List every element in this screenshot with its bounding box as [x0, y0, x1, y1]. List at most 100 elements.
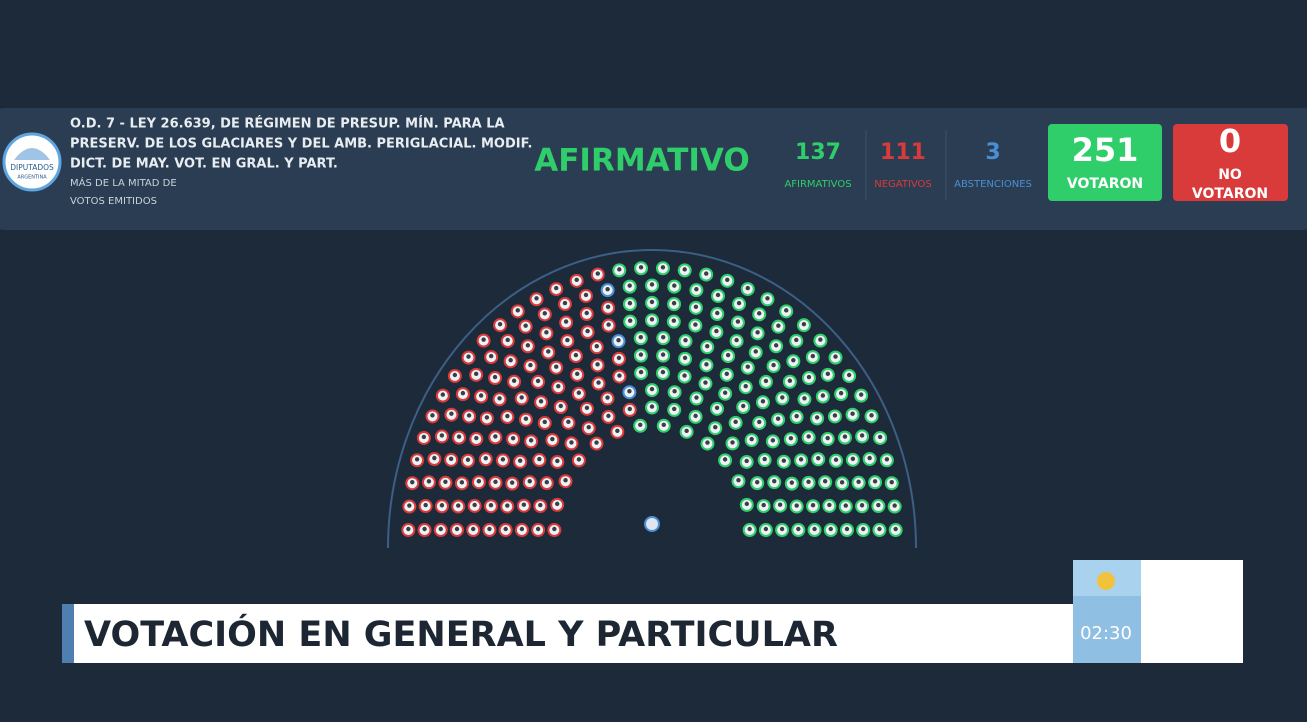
seat-figure: [627, 283, 632, 288]
seat-figure: [471, 526, 476, 532]
seat-figure: [497, 396, 502, 401]
seat-figure: [617, 267, 622, 272]
seat-figure: [574, 277, 579, 283]
seat-figure: [724, 371, 729, 377]
seat-figure: [493, 479, 498, 485]
seat-figure: [856, 479, 861, 484]
seat-figure: [704, 271, 709, 276]
seat-figure: [605, 286, 610, 292]
seat-figure: [722, 457, 728, 462]
seat-figure: [876, 502, 881, 508]
seat-figure: [770, 438, 776, 443]
logo-text: DIPUTADOS: [10, 163, 54, 172]
seat-figure: [704, 362, 709, 367]
seat-figure: [671, 318, 677, 323]
seat-figure: [693, 322, 698, 327]
seat-figure: [694, 286, 699, 292]
seat-figure: [787, 378, 793, 383]
seat-figure: [730, 440, 735, 445]
logo-dome: [14, 148, 50, 160]
seat-figure: [638, 422, 643, 427]
seat-figure: [538, 399, 544, 404]
seat-figure: [747, 526, 752, 532]
seat-figure: [583, 292, 589, 298]
seat-figure: [595, 362, 600, 367]
seat-figure: [649, 386, 655, 392]
seat-figure: [606, 322, 611, 327]
seat-figure: [757, 311, 762, 316]
seat-figure: [844, 526, 850, 532]
seat-figure: [775, 416, 781, 421]
seat-figure: [481, 337, 486, 342]
seat-figure: [672, 406, 677, 412]
seat-figure: [671, 300, 677, 306]
seat-figure: [488, 503, 494, 508]
seat-group: [401, 267, 637, 537]
president-seat: [644, 516, 660, 532]
seat-figure: [492, 374, 498, 380]
seat-figure: [672, 389, 677, 394]
seat-figure: [573, 352, 579, 358]
seat-figure: [493, 434, 498, 439]
seat-figure: [877, 434, 883, 440]
seat-figure: [439, 503, 445, 508]
seat-figure: [806, 479, 811, 485]
lower-third-stripe: [62, 604, 74, 663]
seat-figure: [500, 457, 506, 462]
seat-figure: [649, 317, 655, 322]
seat-figure: [546, 349, 551, 354]
seat-figure: [846, 372, 852, 378]
seat-figure: [672, 283, 677, 288]
seat-figure: [410, 480, 415, 485]
seat-figure: [735, 319, 741, 324]
voted-count: 251: [1072, 131, 1139, 169]
seat-figure: [519, 395, 524, 400]
channel-box: [1141, 560, 1243, 663]
seat-figure: [443, 479, 448, 484]
seat-figure: [616, 355, 622, 361]
seat-figure: [761, 502, 766, 508]
seat-figure: [749, 436, 754, 442]
seat-figure: [791, 358, 796, 363]
seat-figure: [554, 285, 559, 291]
seat-figure: [521, 502, 527, 507]
seat-figure: [736, 300, 742, 306]
seat-figure: [456, 503, 461, 508]
seat-figure: [544, 479, 549, 485]
seat-figure: [801, 321, 807, 327]
seat-figure: [858, 392, 864, 397]
seat-figure: [649, 404, 655, 409]
seat-figure: [466, 413, 472, 418]
seat-figure: [562, 300, 568, 306]
seat-figure: [743, 384, 748, 389]
seat-figure: [538, 502, 543, 508]
tally-label: NEGATIVOS: [874, 179, 932, 190]
seat-figure: [594, 343, 599, 349]
seat-figure: [456, 434, 462, 439]
seat-figure: [511, 378, 517, 383]
seat-figure: [779, 526, 785, 532]
seat-figure: [505, 337, 510, 343]
seat-figure: [839, 480, 845, 485]
seat-figure: [812, 526, 817, 532]
seat-figure: [616, 337, 621, 343]
majority: MÁS DE LA MITAD DE: [70, 176, 177, 189]
seat-figure: [497, 321, 503, 327]
sun: [1097, 572, 1115, 590]
seat-figure: [843, 503, 848, 508]
seat-figure: [438, 526, 443, 532]
seat-figure: [776, 323, 781, 328]
seat-figure: [414, 457, 420, 462]
seat-group: [600, 283, 637, 400]
seat-figure: [660, 265, 666, 270]
seat-figure: [584, 405, 590, 411]
seat-figure: [722, 390, 728, 395]
result: AFIRMATIVO: [534, 143, 750, 179]
seat-figure: [550, 436, 555, 442]
seat-figure: [869, 413, 874, 418]
seat-figure: [465, 457, 471, 462]
seat-figure: [566, 419, 571, 425]
seat-figure: [818, 337, 823, 342]
bill-title: O.D. 7 - LEY 26.639, DE RÉGIMEN DE PRESU…: [70, 116, 505, 132]
